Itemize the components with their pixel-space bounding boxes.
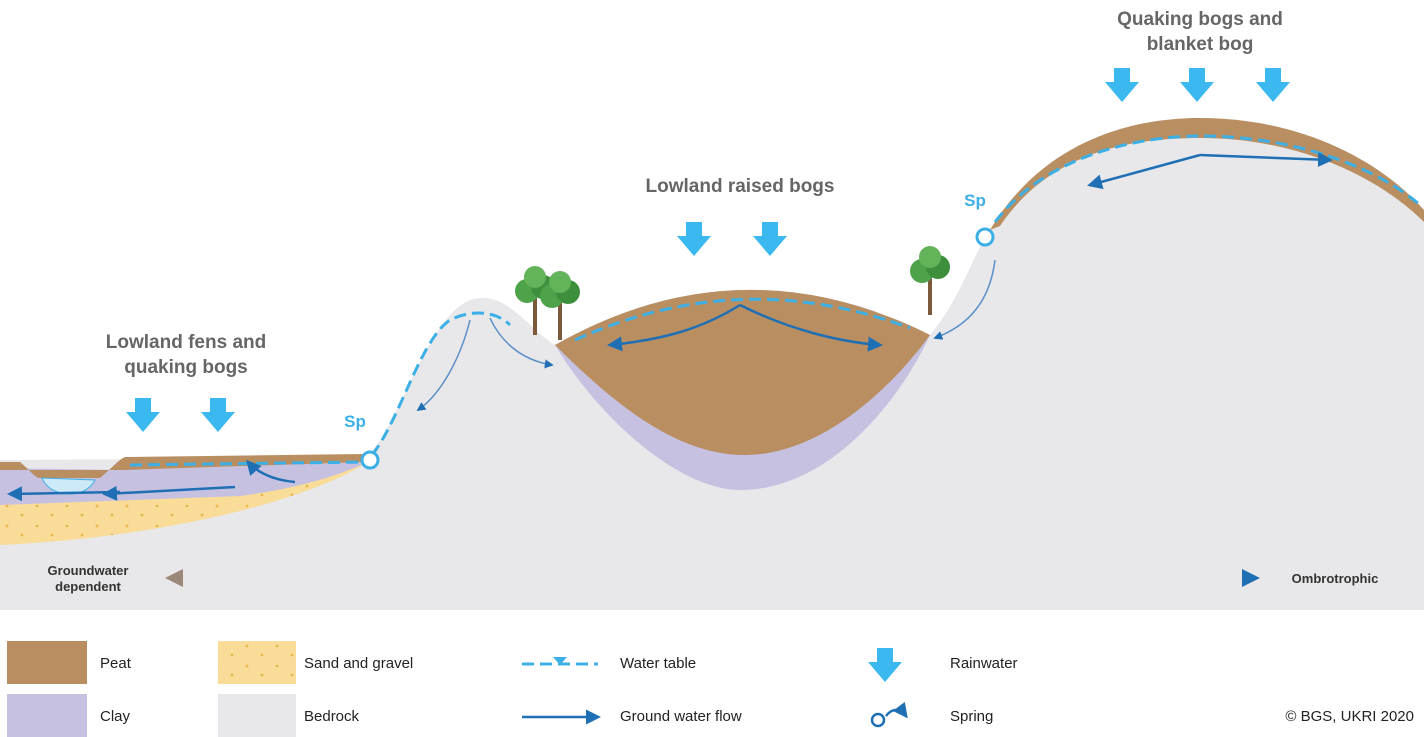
legend-swatch [7, 641, 87, 684]
copyright: © BGS, UKRI 2020 [1285, 708, 1414, 725]
legend-swatch [7, 694, 87, 737]
legend-label: Water table [620, 655, 696, 672]
heading: Lowland raised bogs [646, 176, 835, 197]
legend-swatch [886, 710, 906, 716]
heading: Quaking bogs and [1117, 9, 1283, 30]
gradient-label: Groundwater [48, 563, 129, 578]
heading: blanket bog [1147, 34, 1254, 55]
gradient-label: Ombrotrophic [1292, 571, 1379, 586]
legend-label: Clay [100, 708, 131, 725]
spring-label: Sp [344, 412, 366, 431]
heading: Lowland fens and [106, 332, 266, 353]
legend-label: Ground water flow [620, 708, 742, 725]
diagram: Lowland fens and quaking bogs Lowland ra… [0, 0, 1424, 737]
gradient-label: dependent [55, 579, 121, 594]
legend-label: Peat [100, 655, 132, 672]
legend-swatch [868, 648, 902, 682]
legend-label: Sand and gravel [304, 655, 413, 672]
legend-label: Rainwater [950, 655, 1018, 672]
legend-label: Spring [950, 708, 993, 725]
heading: quaking bogs [124, 357, 248, 378]
legend-swatch [872, 714, 884, 726]
spring-label: Sp [964, 191, 986, 210]
legend-swatch [218, 641, 296, 684]
spring [362, 452, 378, 468]
spring [977, 229, 993, 245]
legend-label: Bedrock [304, 708, 360, 725]
legend-swatch [218, 694, 296, 737]
